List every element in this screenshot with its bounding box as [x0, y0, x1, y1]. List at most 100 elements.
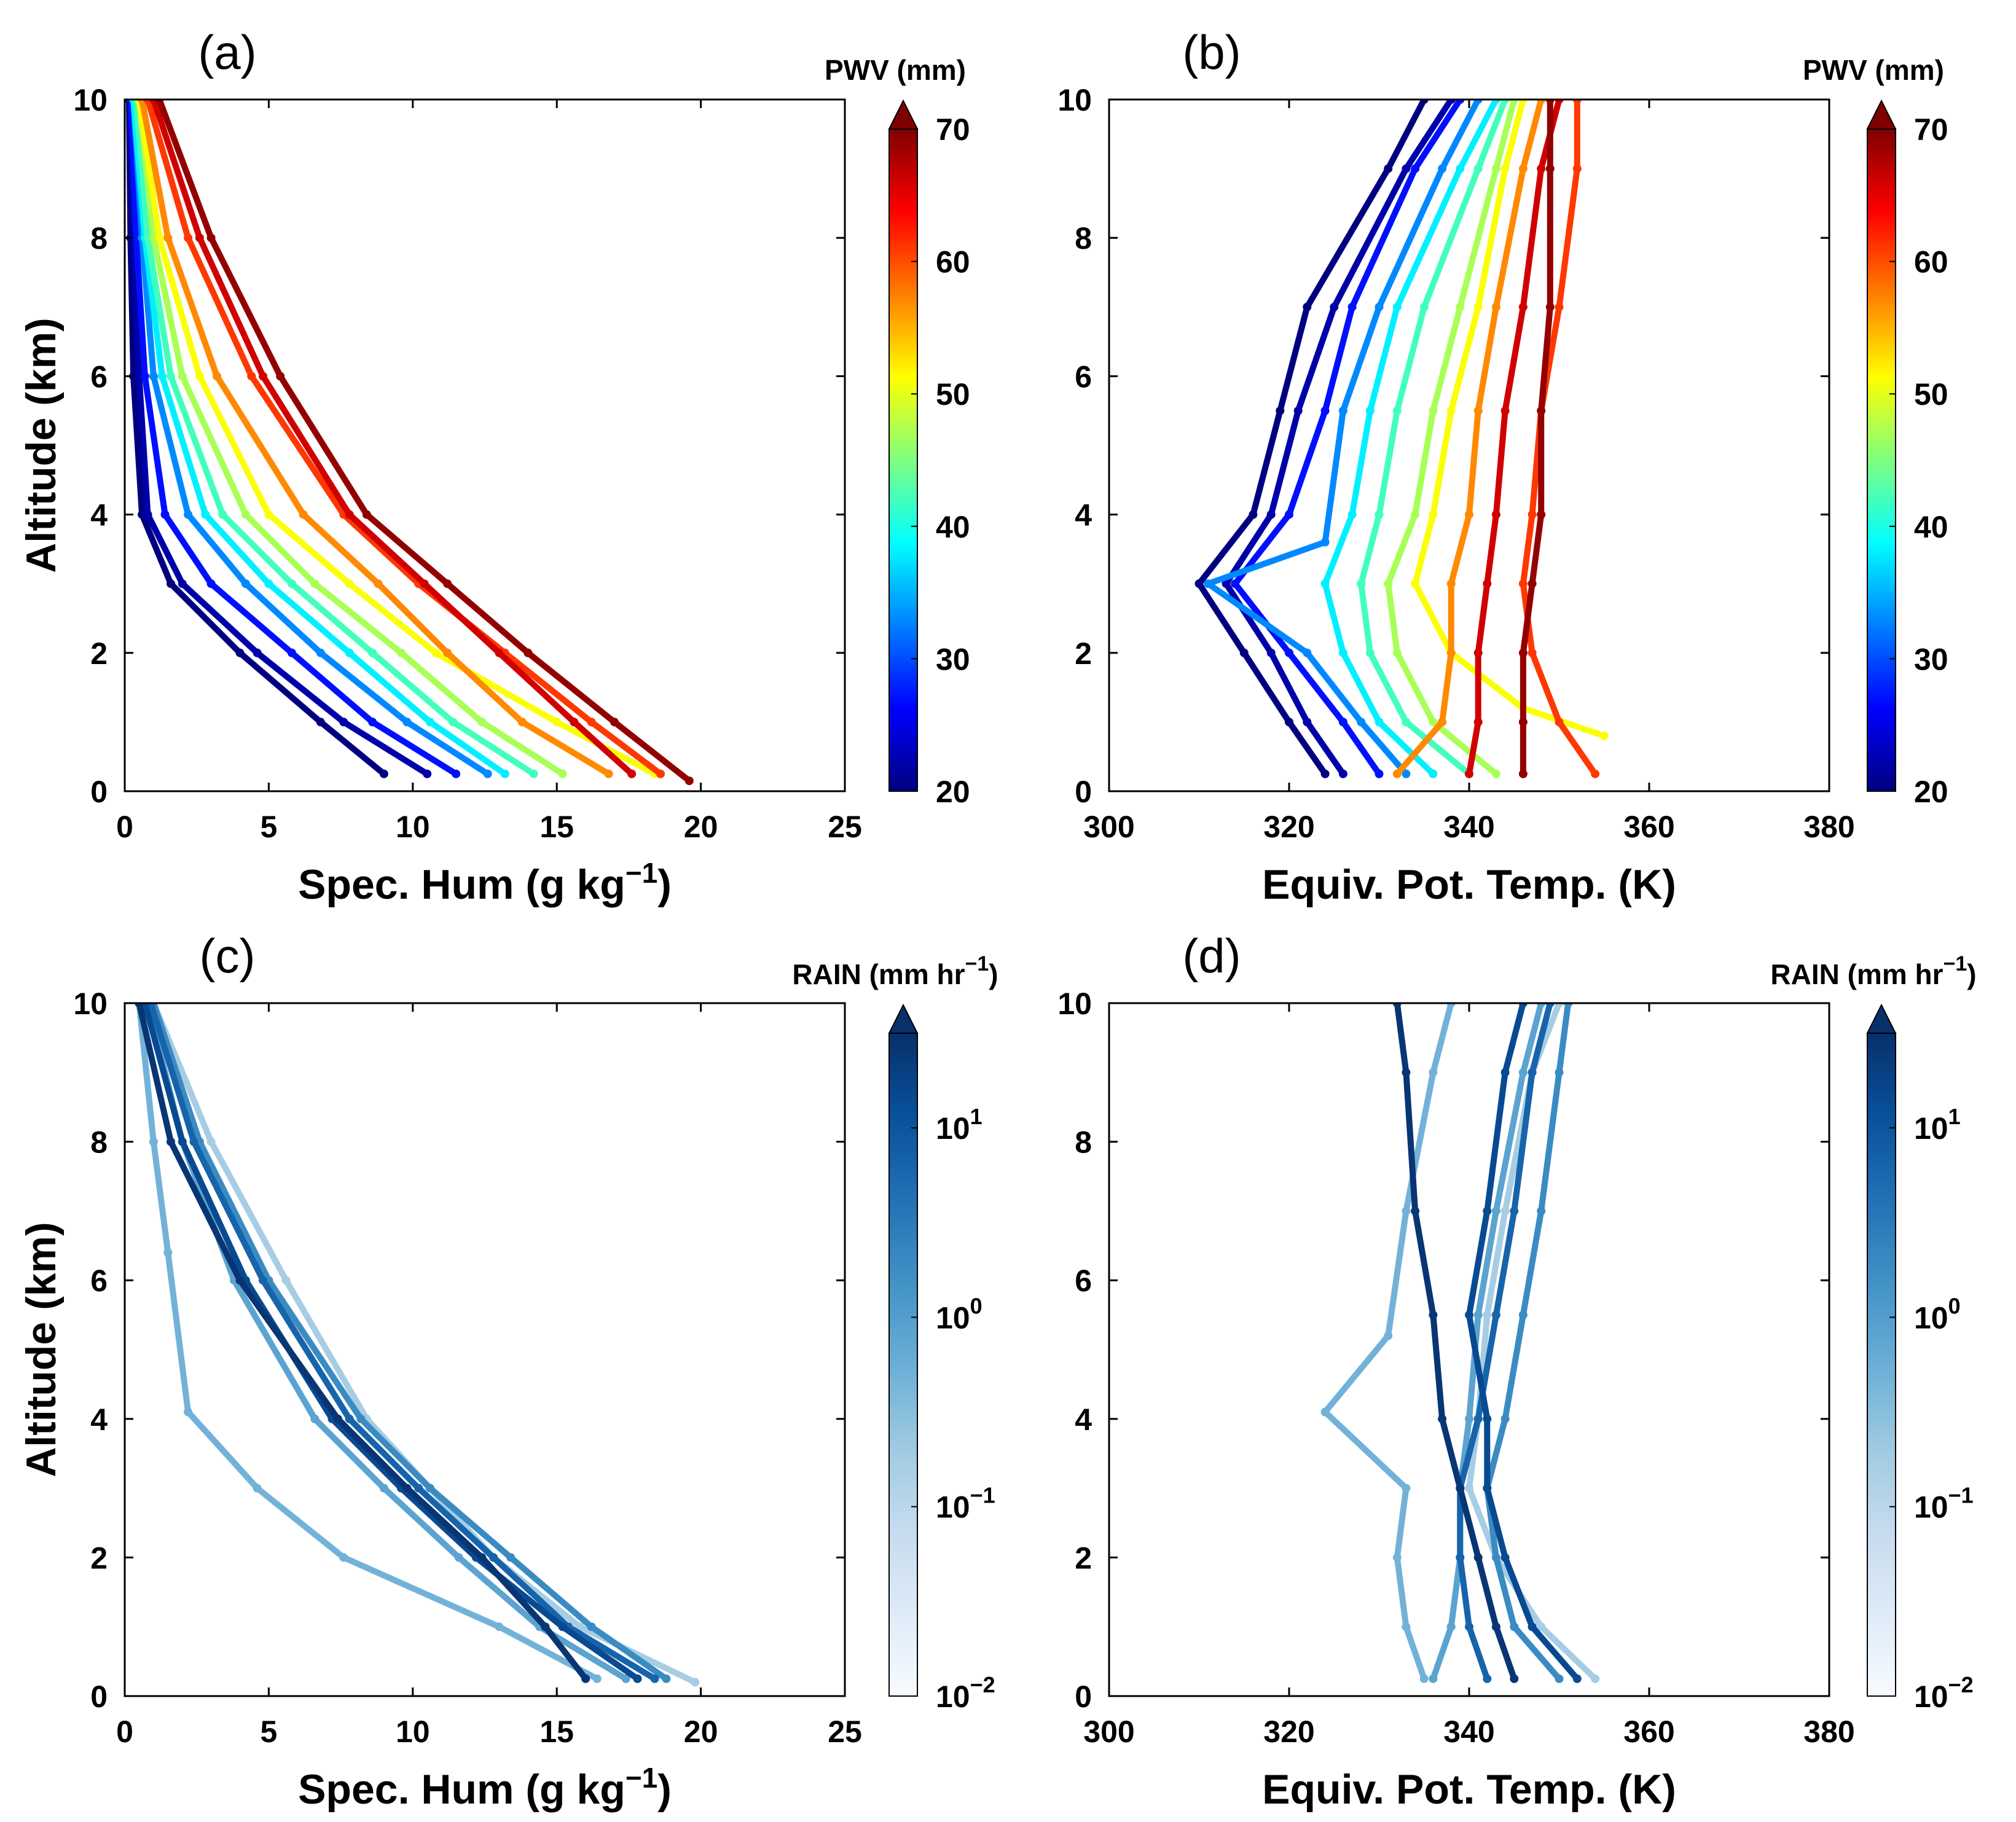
data-point	[1518, 579, 1528, 588]
data-point	[157, 372, 167, 381]
data-point	[1572, 1674, 1582, 1683]
data-point	[1465, 769, 1473, 778]
y-tick-label: 0	[90, 1679, 108, 1714]
data-point	[1555, 1068, 1564, 1077]
colorbar-tick-label: 70	[1914, 112, 1948, 147]
colorbar-extend-max	[1866, 99, 1897, 130]
data-point	[1402, 1622, 1411, 1632]
data-point	[167, 372, 175, 381]
data-point	[1528, 1622, 1537, 1632]
data-point	[1510, 100, 1519, 104]
data-point	[1347, 302, 1357, 311]
y-tick-label: 6	[1075, 1264, 1092, 1298]
colorbar-tick-label: 30	[1914, 642, 1948, 676]
data-point	[1537, 1206, 1546, 1216]
data-point	[1483, 1206, 1492, 1216]
colorbar-tick-label: 60	[1914, 245, 1948, 280]
data-point	[1599, 731, 1609, 740]
data-point	[1473, 1310, 1483, 1320]
data-point	[1402, 769, 1411, 778]
y-tick-label: 2	[1075, 1541, 1092, 1575]
data-point	[1491, 1622, 1500, 1632]
data-point	[495, 648, 504, 657]
data-point	[160, 510, 170, 519]
data-point	[1239, 648, 1249, 657]
data-point	[247, 372, 256, 381]
data-point	[1266, 648, 1276, 657]
data-point	[1491, 302, 1500, 311]
data-point	[1446, 100, 1456, 104]
x-axis-label: Spec. Hum (g kg−1)	[298, 857, 672, 908]
y-tick-label: 4	[90, 498, 108, 533]
panel-a: 0 5 10 15 20 25 0 2 4 6 8 10 (a) Spec. Hum (g kg−1) Al…	[18, 25, 970, 908]
data-point	[1429, 769, 1438, 778]
series-line-5	[1358, 100, 1508, 777]
data-point	[1429, 1310, 1438, 1320]
data-point	[1537, 510, 1546, 519]
series-group	[135, 1003, 700, 1687]
data-point	[345, 579, 354, 588]
colorbar-tick-label: 101	[1914, 1104, 1961, 1146]
colorbar-tick-label: 20	[1914, 775, 1948, 809]
data-point	[423, 769, 432, 778]
x-tick-label: 380	[1803, 810, 1854, 844]
y-tick-label: 6	[90, 1264, 108, 1298]
y-axis-label: Altitude (km)	[18, 318, 65, 573]
colorbar-tick-label: 40	[1914, 510, 1948, 544]
data-point	[1491, 1310, 1500, 1320]
data-point	[449, 717, 458, 727]
data-point	[206, 233, 216, 243]
data-point	[1266, 510, 1276, 519]
data-point	[1518, 1003, 1528, 1007]
y-tick-label: 2	[1075, 636, 1092, 671]
data-point	[184, 510, 193, 519]
data-point	[253, 648, 262, 657]
data-point	[1465, 1622, 1473, 1632]
series-line-0	[126, 100, 387, 777]
colorbar-tick-label: 50	[936, 377, 970, 412]
data-point	[1392, 406, 1402, 415]
data-point	[1518, 1310, 1528, 1320]
data-point	[1446, 1622, 1456, 1632]
data-point	[1375, 510, 1384, 519]
data-point	[218, 510, 227, 519]
data-point	[1483, 1310, 1492, 1320]
data-point	[281, 1276, 291, 1285]
colorbar-title: PWV (mm)	[1803, 54, 1944, 86]
data-point	[1545, 100, 1555, 104]
data-point	[1500, 1068, 1510, 1077]
data-point	[402, 717, 412, 727]
data-point	[379, 769, 388, 778]
data-point	[570, 717, 579, 727]
data-point	[1564, 1003, 1573, 1007]
data-point	[1500, 1206, 1510, 1216]
data-point	[135, 1003, 144, 1007]
x-tick-label: 15	[539, 1714, 574, 1749]
data-point	[1375, 302, 1384, 311]
data-point	[1347, 510, 1357, 519]
data-point	[1375, 717, 1384, 727]
data-point	[206, 579, 216, 588]
colorbar-tick-label: 70	[936, 112, 970, 147]
data-point	[1392, 1003, 1402, 1007]
data-point	[1500, 1414, 1510, 1423]
data-point	[356, 1414, 366, 1423]
data-point	[1429, 1674, 1438, 1683]
x-tick-label: 20	[684, 810, 718, 844]
data-point	[167, 1137, 175, 1146]
data-point	[1402, 1484, 1411, 1493]
data-point	[1456, 1484, 1465, 1493]
series-group	[1194, 100, 1609, 778]
data-point	[1446, 406, 1456, 415]
data-point	[1491, 100, 1500, 104]
data-point	[368, 717, 377, 727]
x-axis-label: Equiv. Pot. Temp. (K)	[1262, 861, 1676, 908]
x-tick-label: 360	[1623, 1714, 1674, 1749]
data-point	[184, 1407, 193, 1417]
x-tick-label: 10	[396, 1714, 430, 1749]
data-point	[253, 1484, 262, 1493]
data-point	[1537, 164, 1546, 173]
data-point	[1419, 1674, 1429, 1683]
x-tick-label: 340	[1443, 1714, 1494, 1749]
data-point	[1491, 164, 1500, 173]
